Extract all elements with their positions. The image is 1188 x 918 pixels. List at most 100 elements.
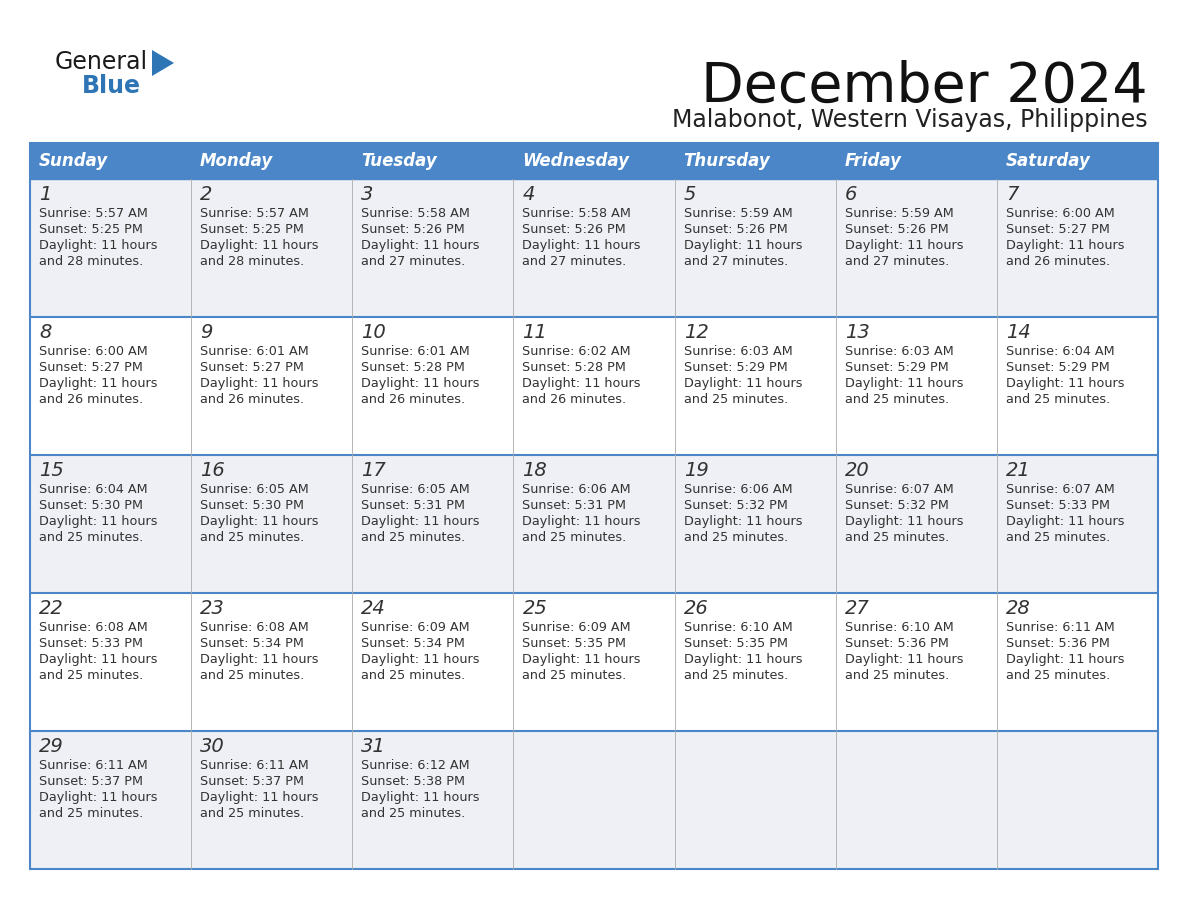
Text: Daylight: 11 hours: Daylight: 11 hours <box>361 791 480 804</box>
Text: and 26 minutes.: and 26 minutes. <box>523 393 626 406</box>
Text: Sunday: Sunday <box>39 152 108 170</box>
Text: Sunset: 5:37 PM: Sunset: 5:37 PM <box>39 775 143 788</box>
Text: Sunset: 5:30 PM: Sunset: 5:30 PM <box>39 499 143 512</box>
Text: Sunset: 5:34 PM: Sunset: 5:34 PM <box>361 637 466 650</box>
Text: Daylight: 11 hours: Daylight: 11 hours <box>1006 239 1124 252</box>
Text: Sunrise: 6:11 AM: Sunrise: 6:11 AM <box>200 759 309 772</box>
Text: Sunset: 5:33 PM: Sunset: 5:33 PM <box>1006 499 1110 512</box>
Text: Sunset: 5:33 PM: Sunset: 5:33 PM <box>39 637 143 650</box>
Text: Daylight: 11 hours: Daylight: 11 hours <box>683 239 802 252</box>
Text: and 25 minutes.: and 25 minutes. <box>39 531 144 544</box>
Text: 1: 1 <box>39 185 51 204</box>
Text: and 26 minutes.: and 26 minutes. <box>1006 255 1110 268</box>
Text: Sunset: 5:35 PM: Sunset: 5:35 PM <box>523 637 626 650</box>
Text: 26: 26 <box>683 599 708 618</box>
Text: Sunrise: 6:03 AM: Sunrise: 6:03 AM <box>845 345 954 358</box>
Text: 30: 30 <box>200 737 225 756</box>
Text: Sunrise: 6:08 AM: Sunrise: 6:08 AM <box>39 621 147 634</box>
Text: 21: 21 <box>1006 461 1031 480</box>
Text: Sunset: 5:28 PM: Sunset: 5:28 PM <box>361 361 466 374</box>
Text: 31: 31 <box>361 737 386 756</box>
Text: Thursday: Thursday <box>683 152 770 170</box>
Text: Daylight: 11 hours: Daylight: 11 hours <box>523 653 642 666</box>
Text: Sunrise: 5:59 AM: Sunrise: 5:59 AM <box>683 207 792 220</box>
Text: Sunrise: 6:07 AM: Sunrise: 6:07 AM <box>1006 483 1114 496</box>
Text: Sunset: 5:36 PM: Sunset: 5:36 PM <box>845 637 948 650</box>
Text: Sunrise: 6:01 AM: Sunrise: 6:01 AM <box>361 345 470 358</box>
Text: Daylight: 11 hours: Daylight: 11 hours <box>683 377 802 390</box>
Text: General: General <box>55 50 148 74</box>
Text: Daylight: 11 hours: Daylight: 11 hours <box>39 791 158 804</box>
Polygon shape <box>152 50 173 76</box>
Text: and 26 minutes.: and 26 minutes. <box>39 393 143 406</box>
Text: 25: 25 <box>523 599 548 618</box>
Text: Daylight: 11 hours: Daylight: 11 hours <box>845 515 963 528</box>
Text: Sunrise: 6:06 AM: Sunrise: 6:06 AM <box>523 483 631 496</box>
Text: and 27 minutes.: and 27 minutes. <box>361 255 466 268</box>
Text: Sunset: 5:30 PM: Sunset: 5:30 PM <box>200 499 304 512</box>
Text: Sunset: 5:25 PM: Sunset: 5:25 PM <box>200 223 304 236</box>
Text: Sunrise: 6:09 AM: Sunrise: 6:09 AM <box>361 621 470 634</box>
Text: Sunrise: 6:12 AM: Sunrise: 6:12 AM <box>361 759 470 772</box>
Text: and 25 minutes.: and 25 minutes. <box>845 669 949 682</box>
Text: Daylight: 11 hours: Daylight: 11 hours <box>39 377 158 390</box>
Text: Sunset: 5:37 PM: Sunset: 5:37 PM <box>200 775 304 788</box>
Text: Daylight: 11 hours: Daylight: 11 hours <box>845 239 963 252</box>
Text: 4: 4 <box>523 185 535 204</box>
Text: 24: 24 <box>361 599 386 618</box>
Text: Sunrise: 6:04 AM: Sunrise: 6:04 AM <box>1006 345 1114 358</box>
Text: 2: 2 <box>200 185 213 204</box>
Text: Sunset: 5:29 PM: Sunset: 5:29 PM <box>683 361 788 374</box>
Text: and 25 minutes.: and 25 minutes. <box>523 669 627 682</box>
Text: Sunset: 5:32 PM: Sunset: 5:32 PM <box>845 499 948 512</box>
Text: and 25 minutes.: and 25 minutes. <box>1006 393 1110 406</box>
Text: Sunset: 5:32 PM: Sunset: 5:32 PM <box>683 499 788 512</box>
Text: Daylight: 11 hours: Daylight: 11 hours <box>845 653 963 666</box>
Text: and 25 minutes.: and 25 minutes. <box>683 393 788 406</box>
Text: and 25 minutes.: and 25 minutes. <box>361 669 466 682</box>
Text: 3: 3 <box>361 185 374 204</box>
Text: Daylight: 11 hours: Daylight: 11 hours <box>200 515 318 528</box>
Text: and 25 minutes.: and 25 minutes. <box>523 531 627 544</box>
Text: 10: 10 <box>361 323 386 342</box>
Text: and 25 minutes.: and 25 minutes. <box>39 807 144 820</box>
Text: and 26 minutes.: and 26 minutes. <box>200 393 304 406</box>
Text: and 25 minutes.: and 25 minutes. <box>1006 531 1110 544</box>
Text: Sunset: 5:27 PM: Sunset: 5:27 PM <box>200 361 304 374</box>
Text: and 25 minutes.: and 25 minutes. <box>361 531 466 544</box>
Text: 20: 20 <box>845 461 870 480</box>
Text: Sunrise: 6:08 AM: Sunrise: 6:08 AM <box>200 621 309 634</box>
Text: Daylight: 11 hours: Daylight: 11 hours <box>361 515 480 528</box>
Text: Sunrise: 5:57 AM: Sunrise: 5:57 AM <box>200 207 309 220</box>
Text: 27: 27 <box>845 599 870 618</box>
Bar <box>30 143 1158 179</box>
Text: Daylight: 11 hours: Daylight: 11 hours <box>200 653 318 666</box>
Text: Friday: Friday <box>845 152 902 170</box>
Text: Sunrise: 6:00 AM: Sunrise: 6:00 AM <box>1006 207 1114 220</box>
Text: Daylight: 11 hours: Daylight: 11 hours <box>1006 377 1124 390</box>
Text: Sunset: 5:27 PM: Sunset: 5:27 PM <box>1006 223 1110 236</box>
Text: 15: 15 <box>39 461 64 480</box>
Text: Daylight: 11 hours: Daylight: 11 hours <box>200 239 318 252</box>
Text: Sunset: 5:26 PM: Sunset: 5:26 PM <box>845 223 948 236</box>
Text: 16: 16 <box>200 461 225 480</box>
Text: 23: 23 <box>200 599 225 618</box>
Text: 19: 19 <box>683 461 708 480</box>
Text: 9: 9 <box>200 323 213 342</box>
Text: and 27 minutes.: and 27 minutes. <box>845 255 949 268</box>
Text: Daylight: 11 hours: Daylight: 11 hours <box>523 377 642 390</box>
Text: Sunrise: 6:11 AM: Sunrise: 6:11 AM <box>39 759 147 772</box>
Text: and 25 minutes.: and 25 minutes. <box>39 669 144 682</box>
Text: 5: 5 <box>683 185 696 204</box>
Text: and 27 minutes.: and 27 minutes. <box>683 255 788 268</box>
Text: and 27 minutes.: and 27 minutes. <box>523 255 627 268</box>
Text: Sunset: 5:29 PM: Sunset: 5:29 PM <box>845 361 948 374</box>
Text: Sunset: 5:25 PM: Sunset: 5:25 PM <box>39 223 143 236</box>
Text: Sunrise: 5:58 AM: Sunrise: 5:58 AM <box>361 207 470 220</box>
Text: and 25 minutes.: and 25 minutes. <box>683 531 788 544</box>
Text: and 26 minutes.: and 26 minutes. <box>361 393 466 406</box>
Text: Sunrise: 6:04 AM: Sunrise: 6:04 AM <box>39 483 147 496</box>
Text: Daylight: 11 hours: Daylight: 11 hours <box>361 377 480 390</box>
Text: Sunset: 5:26 PM: Sunset: 5:26 PM <box>361 223 465 236</box>
Text: 14: 14 <box>1006 323 1031 342</box>
